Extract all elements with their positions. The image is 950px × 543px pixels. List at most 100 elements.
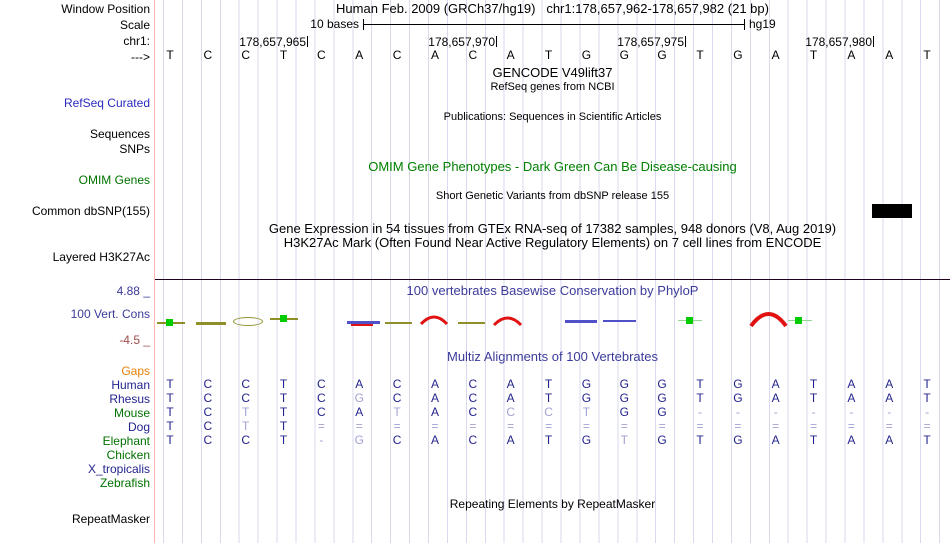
align-mouse-17: - <box>811 405 816 419</box>
align-human-5: A <box>355 377 364 391</box>
align-elephant-17: T <box>809 433 818 447</box>
align-rhesus-3: T <box>279 391 288 405</box>
align-dog-0: T <box>166 419 174 433</box>
scale-value: 10 bases <box>310 17 359 31</box>
base-8: C <box>468 48 478 62</box>
align-mouse-20: - <box>925 405 930 419</box>
align-mouse-15: - <box>735 405 740 419</box>
rhesus-label[interactable]: Rhesus <box>109 392 150 406</box>
xtropicalis-label[interactable]: X_tropicalis <box>87 462 150 476</box>
vert-cons-label[interactable]: 100 Vert. Cons <box>70 307 150 321</box>
refseq-curated-label[interactable]: RefSeq Curated <box>63 96 150 110</box>
align-mouse-9: C <box>506 405 516 419</box>
strand-arrow: ---> <box>131 50 150 64</box>
align-dog-15: = <box>734 419 742 433</box>
align-rhesus-18: A <box>847 391 856 405</box>
elephant-label[interactable]: Elephant <box>102 434 150 448</box>
omim-track-title[interactable]: OMIM Gene Phenotypes - Dark Green Can Be… <box>368 159 737 174</box>
align-mouse-0: T <box>166 405 174 419</box>
gaps-label[interactable]: Gaps <box>121 364 150 378</box>
human-label[interactable]: Human <box>111 378 150 392</box>
snps-label[interactable]: SNPs <box>119 142 150 156</box>
align-elephant-14: T <box>696 433 704 447</box>
align-dog-3: T <box>279 419 288 433</box>
conservation-mark-5 <box>280 315 287 322</box>
ruler-tick-3 <box>873 36 874 47</box>
align-elephant-5: G <box>354 433 364 447</box>
phylop-track-title[interactable]: 100 vertebrates Basewise Conservation by… <box>406 283 699 298</box>
align-human-17: T <box>809 377 818 391</box>
base-14: T <box>696 48 704 62</box>
align-human-6: C <box>392 377 402 391</box>
gtex-track-title[interactable]: Gene Expression in 54 tissues from GTEx … <box>268 221 837 236</box>
align-mouse-2: T <box>242 405 250 419</box>
align-human-13: G <box>657 377 667 391</box>
dog-label[interactable]: Dog <box>127 420 150 434</box>
mouse-label[interactable]: Mouse <box>113 406 150 420</box>
ruler-tick-0 <box>307 36 308 47</box>
refseq-track-title[interactable]: RefSeq genes from NCBI <box>490 81 615 93</box>
base-7: A <box>430 48 439 62</box>
conservation-mark-15 <box>686 317 693 324</box>
align-dog-12: = <box>620 419 628 433</box>
layered-h3k27ac-label[interactable]: Layered H3K27Ac <box>52 250 150 264</box>
align-mouse-10: C <box>544 405 553 419</box>
align-rhesus-10: T <box>544 391 553 405</box>
dbsnp-track-title[interactable]: Short Genetic Variants from dbSNP releas… <box>435 190 670 202</box>
align-elephant-8: C <box>468 433 478 447</box>
conservation-mark-9 <box>419 315 449 326</box>
cons-min-value: -4.5 _ <box>119 333 150 347</box>
conservation-mark-16 <box>749 312 788 328</box>
chicken-label[interactable]: Chicken <box>106 448 150 462</box>
align-human-11: G <box>581 377 592 391</box>
align-dog-2: T <box>242 419 250 433</box>
zebrafish-label[interactable]: Zebrafish <box>99 476 150 490</box>
base-12: G <box>619 48 629 62</box>
base-11: G <box>581 48 592 62</box>
align-rhesus-11: G <box>581 391 592 405</box>
align-dog-19: = <box>885 419 893 433</box>
repeatmasker-track-title[interactable]: Repeating Elements by RepeatMasker <box>449 497 656 511</box>
align-human-19: A <box>885 377 894 391</box>
align-human-10: T <box>544 377 553 391</box>
align-mouse-1: C <box>203 405 213 419</box>
ruler-tick-2 <box>685 36 686 47</box>
conservation-mark-18 <box>795 317 802 324</box>
base-13: G <box>657 48 667 62</box>
align-elephant-3: T <box>279 433 288 447</box>
align-mouse-18: - <box>849 405 854 419</box>
align-mouse-3: T <box>279 405 288 419</box>
conservation-mark-10 <box>458 322 485 324</box>
common-dbsnp-label[interactable]: Common dbSNP(155) <box>31 204 150 218</box>
sequences-label[interactable]: Sequences <box>89 127 150 141</box>
align-human-9: A <box>506 377 515 391</box>
conservation-mark-6 <box>347 321 380 324</box>
h3k27ac-track-title[interactable]: H3K27Ac Mark (Often Found Near Active Re… <box>283 235 822 250</box>
omim-genes-label[interactable]: OMIM Genes <box>78 173 150 187</box>
align-mouse-19: - <box>887 405 892 419</box>
repeatmasker-label[interactable]: RepeatMasker <box>71 512 150 526</box>
snp-variant-box[interactable] <box>872 204 912 218</box>
multiz-track-title[interactable]: Multiz Alignments of 100 Vertebrates <box>446 349 658 364</box>
base-5: A <box>355 48 364 62</box>
align-rhesus-9: A <box>506 391 515 405</box>
align-rhesus-17: T <box>809 391 818 405</box>
align-elephant-18: A <box>847 433 856 447</box>
align-rhesus-12: G <box>619 391 629 405</box>
align-dog-14: = <box>696 419 704 433</box>
align-dog-9: = <box>507 419 515 433</box>
publications-track-title[interactable]: Publications: Sequences in Scientific Ar… <box>443 111 662 123</box>
align-elephant-20: T <box>923 433 931 447</box>
align-human-2: C <box>241 377 251 391</box>
align-mouse-4: C <box>317 405 326 419</box>
conservation-mark-7 <box>351 324 373 326</box>
chromosome-label: chr1: <box>123 34 150 48</box>
conservation-mark-8 <box>385 322 412 324</box>
conservation-divider <box>155 279 950 280</box>
base-20: T <box>923 48 931 62</box>
conservation-mark-1 <box>166 319 173 326</box>
align-dog-8: = <box>469 419 477 433</box>
align-dog-16: = <box>772 419 780 433</box>
scale-label: Scale <box>119 18 150 32</box>
gencode-track-title[interactable]: GENCODE V49lift37 <box>492 65 613 80</box>
